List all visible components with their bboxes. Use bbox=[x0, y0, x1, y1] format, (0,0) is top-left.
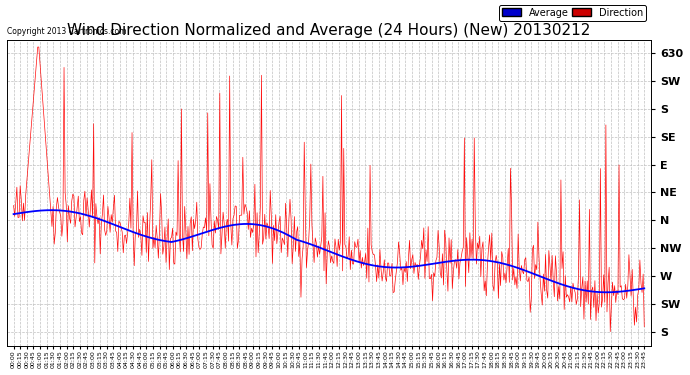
Title: Wind Direction Normalized and Average (24 Hours) (New) 20130212: Wind Direction Normalized and Average (2… bbox=[67, 24, 591, 39]
Text: Copyright 2013 Cartronics.com: Copyright 2013 Cartronics.com bbox=[7, 27, 126, 36]
Legend: Average, Direction: Average, Direction bbox=[499, 4, 646, 21]
